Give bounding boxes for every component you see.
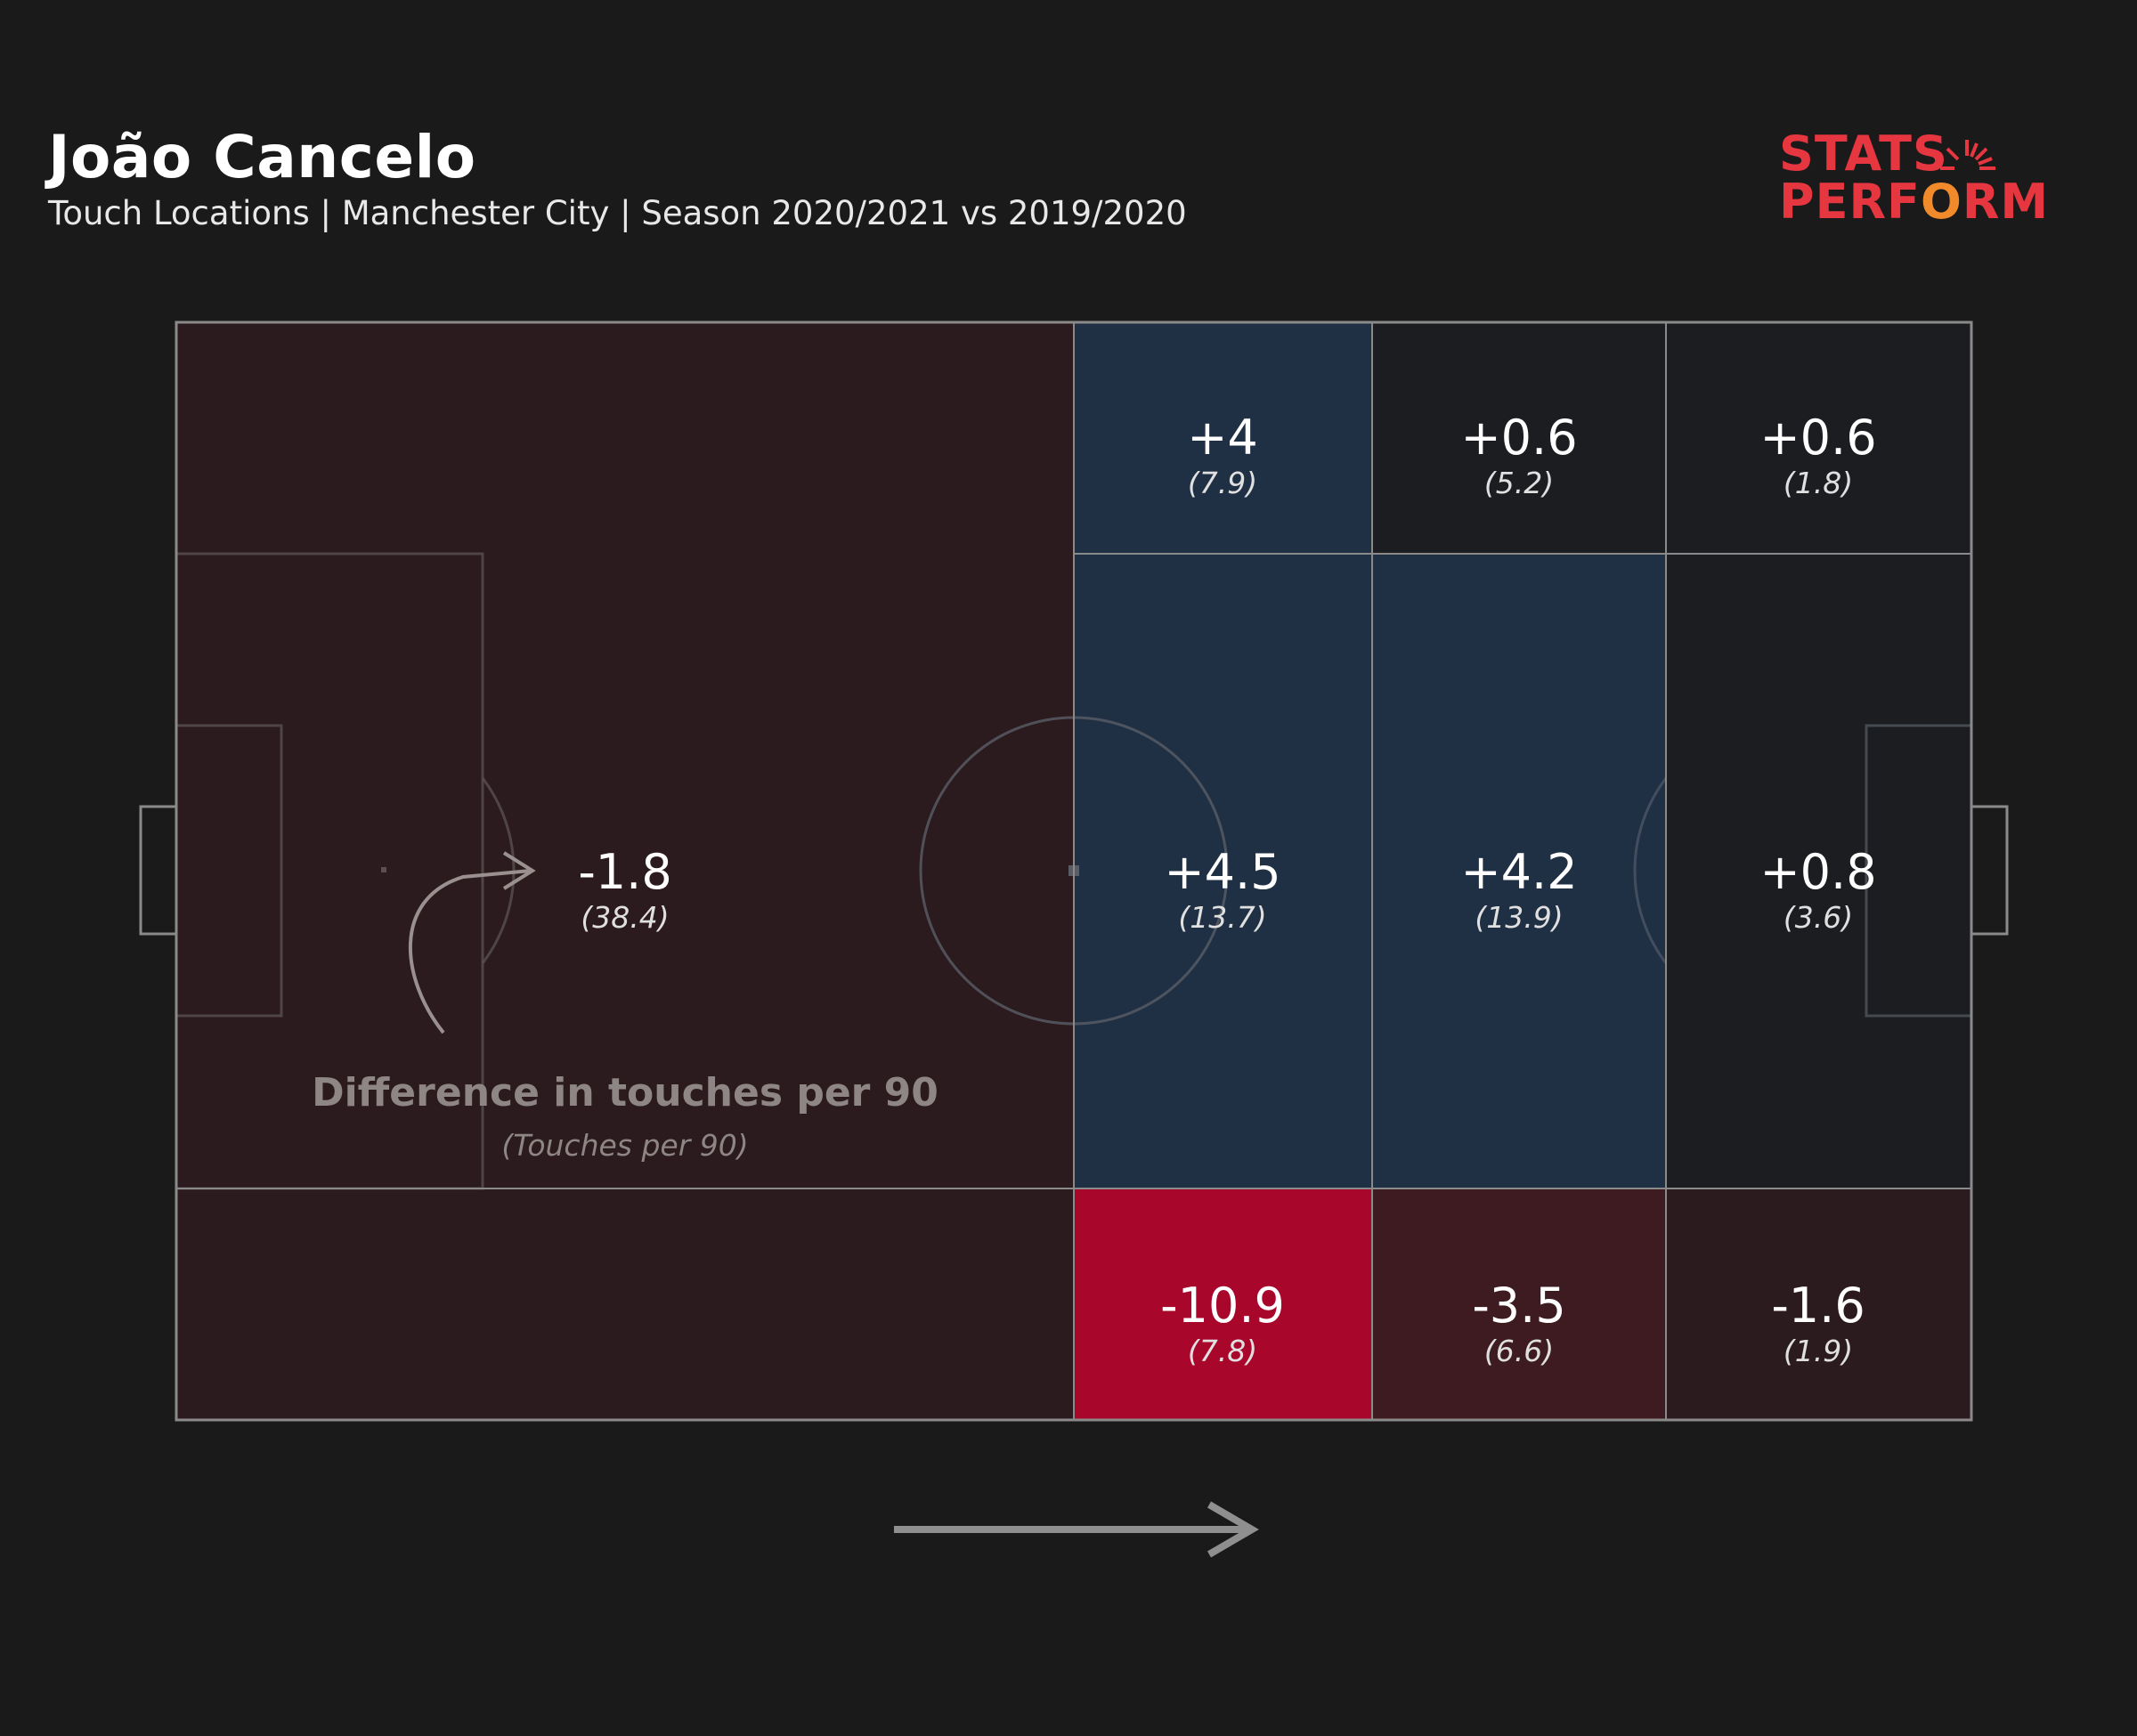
label-final-center-diff: +4.2 [1460,844,1577,900]
chart-title: João Cancelo [48,123,476,191]
logo-rm: RM [1962,174,2050,230]
label-mid-top-diff: +4 [1187,410,1258,466]
zone-final-top [1372,322,1666,554]
label-box-center-touches: (3.6) [1784,900,1853,935]
logo-sunburst-icon [1940,140,1995,170]
label-final-bottom-diff: -3.5 [1472,1278,1565,1334]
legend-sub-label: (Touches per 90) [501,1128,748,1163]
left-penalty-spot [381,867,386,872]
label-final-center-touches: (13.9) [1475,900,1563,935]
stats-perform-logo: STATS PERFORM [1779,125,2055,231]
zone-own-half [176,322,1074,1420]
label-box-top-touches: (1.8) [1784,466,1853,500]
label-box-top-diff: +0.6 [1759,410,1876,466]
attack-direction-arrowhead-icon [1207,1501,1259,1558]
zone-mid-center [1074,554,1372,1188]
zone-final-center [1372,554,1666,1188]
label-box-bottom-touches: (1.9) [1784,1334,1853,1368]
zone-final-bottom [1372,1188,1666,1420]
label-mid-top-touches: (7.9) [1188,466,1257,500]
right-penalty-arc [1633,777,1668,964]
label-own-half-touches: (38.4) [581,900,669,935]
right-goal [1970,805,2009,936]
label-box-center-diff: +0.8 [1759,844,1876,900]
label-mid-center-touches: (13.7) [1178,900,1266,935]
legend-arrowhead-icon [502,851,536,890]
chart-subtitle: Touch Locations | Manchester City | Seas… [48,194,1187,232]
label-box-bottom-diff: -1.6 [1771,1278,1865,1334]
zone-box-top [1666,322,1971,554]
label-mid-center-diff: +4.5 [1164,844,1280,900]
legend-curved-arrow [409,869,532,1034]
logo-line-stats: STATS [1779,126,1948,182]
zone-box-bottom [1666,1188,1971,1420]
label-mid-bottom-touches: (7.8) [1188,1334,1257,1368]
zone-grid-lines [176,322,1971,1420]
label-mid-bottom-diff: -10.9 [1160,1278,1285,1334]
logo-perf: PERF [1779,174,1921,230]
logo-o: O [1920,174,1962,230]
legend-main-label: Difference in touches per 90 [312,1070,938,1115]
logo-line-perform: PERFORM [1779,178,2049,226]
label-final-bottom-touches: (6.6) [1484,1334,1554,1368]
zone-mid-top [1074,322,1372,554]
label-own-half-diff: -1.8 [578,844,671,900]
left-goal [139,805,178,936]
label-final-top-touches: (5.2) [1484,466,1554,500]
zone-box-center [1666,554,1971,1188]
label-final-top-diff: +0.6 [1460,410,1577,466]
zone-mid-bottom [1074,1188,1372,1420]
